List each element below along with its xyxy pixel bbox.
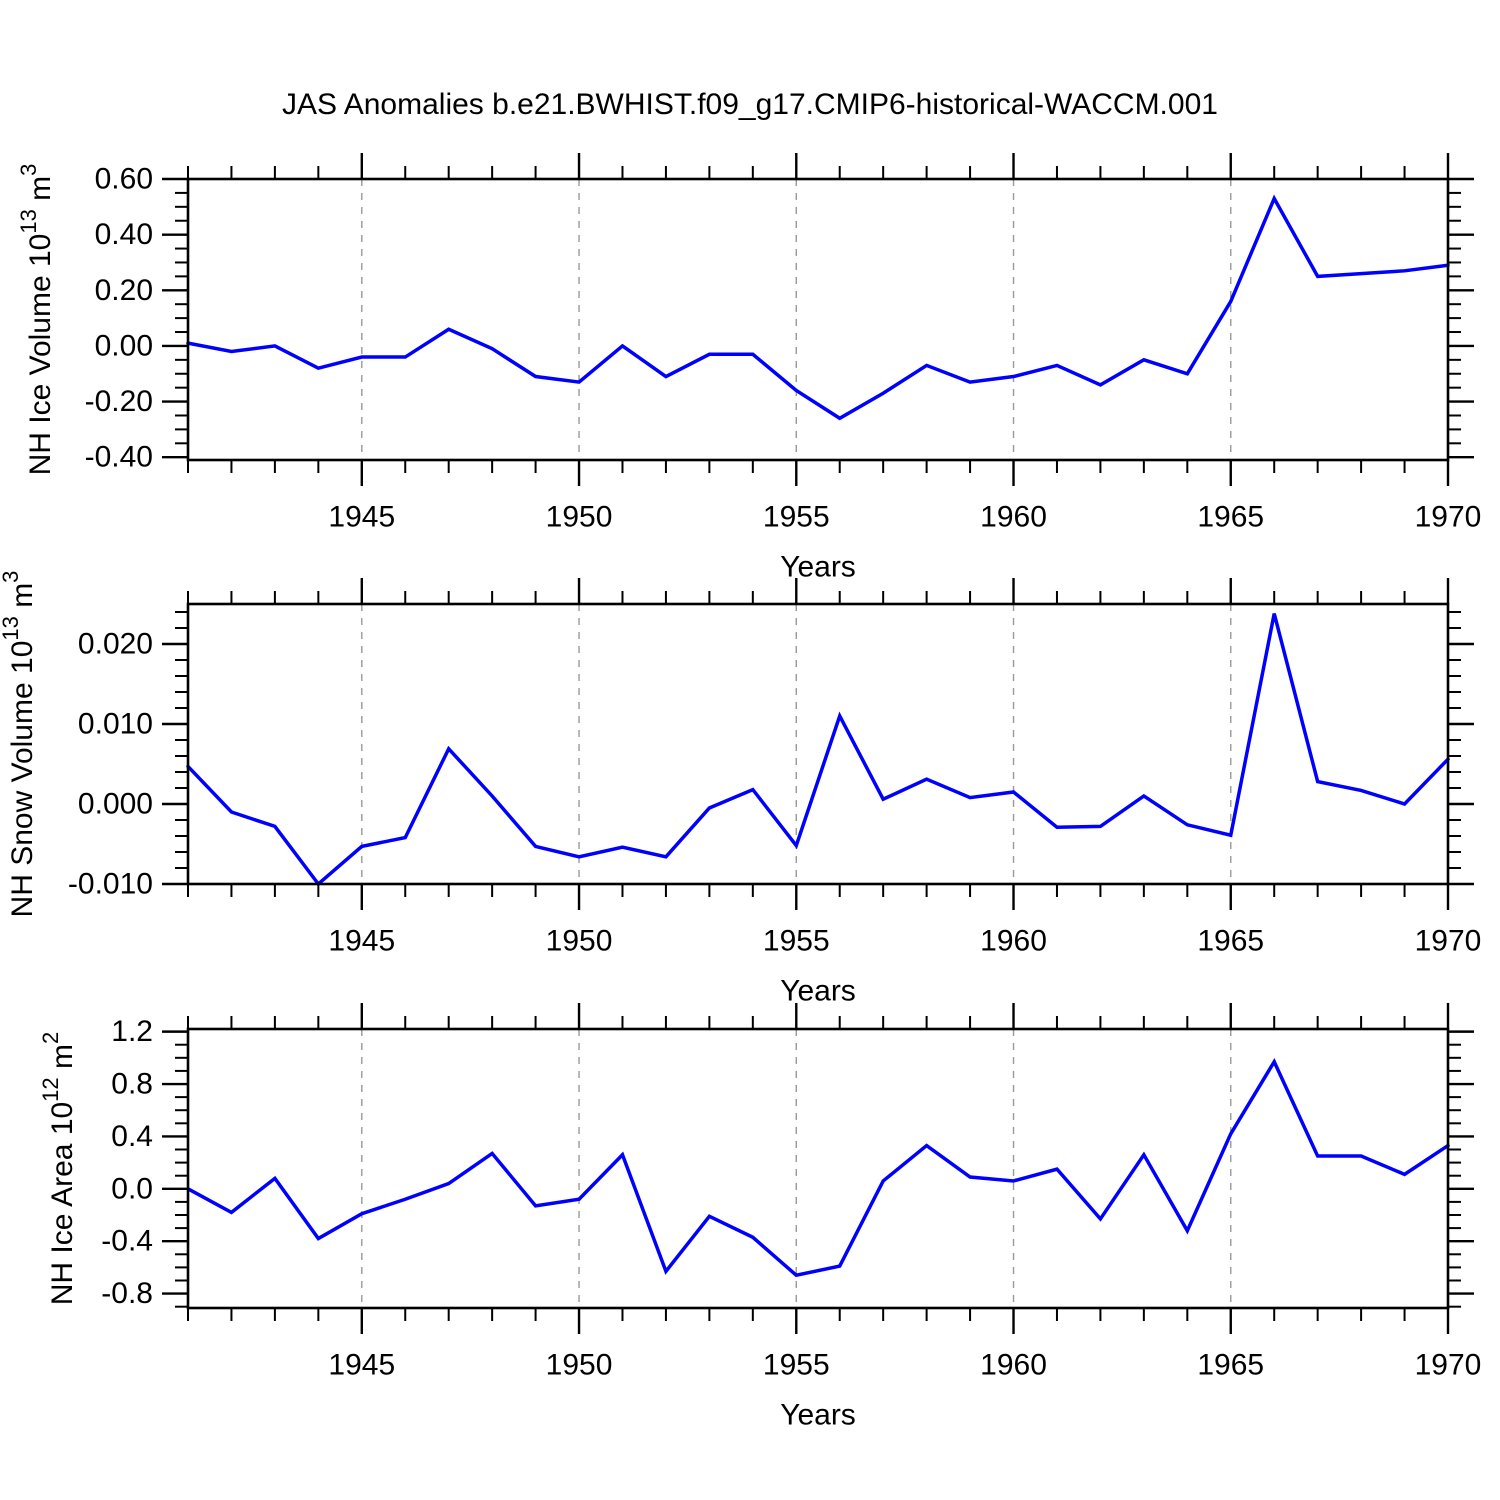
panel-nh-snow-volume-y-tick-label: 0.020: [78, 628, 153, 661]
panel-nh-ice-volume-y-tick-label: -0.40: [85, 441, 153, 474]
panel-nh-snow-volume-y-tick-label: -0.010: [68, 868, 153, 901]
panel-nh-ice-area-y-tick-label: 0.0: [111, 1172, 153, 1205]
panel-nh-ice-volume-x-tick-label: 1955: [763, 501, 830, 534]
panel-nh-ice-volume-x-axis-title: Years: [780, 551, 856, 584]
panel-nh-ice-volume-y-tick-label: 0.20: [95, 274, 153, 307]
panel-nh-ice-area-x-tick-label: 1960: [980, 1349, 1047, 1382]
panel-nh-ice-area-y-tick-label: 0.8: [111, 1068, 153, 1101]
panel-nh-ice-volume-x-tick-label: 1945: [328, 501, 395, 534]
panel-nh-snow-volume-x-tick-label: 1955: [763, 925, 830, 958]
panel-nh-ice-area-y-tick-label: -0.4: [101, 1225, 153, 1258]
panel-nh-snow-volume-border: [186, 602, 1450, 886]
panel-nh-ice-area-x-axis-title: Years: [780, 1399, 856, 1432]
panel-nh-snow-volume-x-tick-label: 1945: [328, 925, 395, 958]
panel-nh-ice-area-y-tick-label: 1.2: [111, 1015, 153, 1048]
panel-nh-ice-area-x-tick-label: 1955: [763, 1349, 830, 1382]
panel-nh-snow-volume-x-tick-label: 1965: [1197, 925, 1264, 958]
panel-nh-ice-volume-y-axis-title: NH Ice Volume 1013 m3: [16, 164, 57, 476]
panel-nh-ice-volume-data-line: [186, 194, 1450, 421]
panel-nh-ice-area-y-tick-label: 0.4: [111, 1120, 153, 1153]
panel-nh-ice-volume-y-tick-label: -0.20: [85, 385, 153, 418]
panel-nh-ice-volume-x-tick-label: 1950: [546, 501, 613, 534]
panel-nh-ice-area-x-tick-label: 1945: [328, 1349, 395, 1382]
panel-nh-snow-volume-x-axis-title: Years: [780, 975, 856, 1008]
page-title: JAS Anomalies b.e21.BWHIST.f09_g17.CMIP6…: [282, 88, 1218, 121]
panel-nh-snow-volume-y-axis-title: NH Snow Volume 1013 m3: [0, 571, 39, 918]
panel-nh-ice-volume-y-tick-label: 0.40: [95, 218, 153, 251]
panel-nh-ice-area-border: [186, 1027, 1450, 1310]
panel-nh-snow-volume-data-line: [186, 613, 1450, 887]
panel-nh-ice-volume-x-tick-label: 1965: [1197, 501, 1264, 534]
panel-nh-ice-area-x-tick-label: 1950: [546, 1349, 613, 1382]
panel-nh-ice-volume-y-tick-label: 0.00: [95, 329, 153, 362]
panel-nh-ice-volume-x-tick-label: 1970: [1415, 501, 1482, 534]
panel-nh-snow-volume-x-tick-label: 1970: [1415, 925, 1482, 958]
panel-nh-snow-volume-x-tick-label: 1960: [980, 925, 1047, 958]
panel-nh-snow-volume-y-tick-label: 0.010: [78, 708, 153, 741]
panel-nh-ice-area-y-axis-title: NH Ice Area 1012 m2: [38, 1032, 79, 1306]
panel-nh-ice-area-data-line: [186, 1058, 1450, 1278]
panel-nh-ice-area-y-tick-label: -0.8: [101, 1277, 153, 1310]
panel-nh-snow-volume-y-tick-label: 0.000: [78, 788, 153, 821]
panel-nh-ice-volume-border: [186, 177, 1450, 462]
panel-nh-snow-volume-x-tick-label: 1950: [546, 925, 613, 958]
panel-nh-ice-area-x-tick-label: 1965: [1197, 1349, 1264, 1382]
panel-nh-ice-area-x-tick-label: 1970: [1415, 1349, 1482, 1382]
panel-nh-ice-volume-y-tick-label: 0.60: [95, 163, 153, 196]
panel-nh-ice-volume-x-tick-label: 1960: [980, 501, 1047, 534]
